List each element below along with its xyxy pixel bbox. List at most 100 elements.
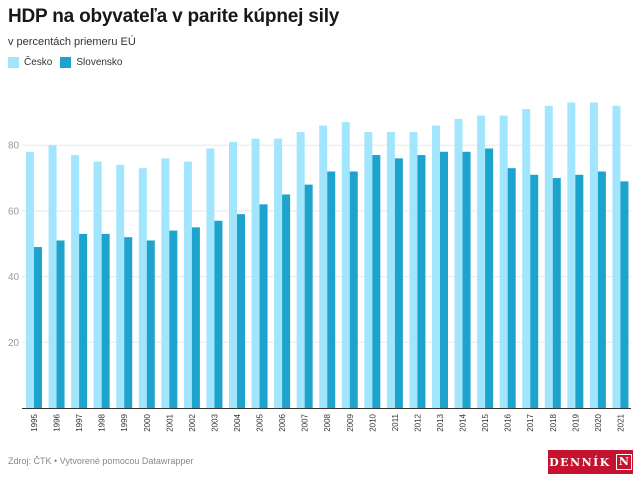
bar-slovensko-1998 [101, 233, 110, 408]
dennik-n-logo[interactable]: DENNÍK N [548, 450, 633, 474]
x-tick-label-1997: 1997 [75, 413, 84, 431]
y-tick-label-80: 80 [8, 141, 20, 152]
legend-item-slovensko: Slovensko [60, 57, 123, 68]
bar-slovensko-2000 [146, 240, 155, 408]
bar-cesko-2002 [183, 161, 192, 408]
bar-slovensko-2012 [417, 155, 426, 408]
bar-cesko-1997 [71, 155, 80, 408]
x-tick-label-1995: 1995 [30, 413, 39, 431]
bar-slovensko-2004 [237, 214, 245, 408]
bar-cesko-2006 [274, 138, 283, 408]
x-tick-label-2008: 2008 [323, 413, 332, 431]
x-tick-label-2017: 2017 [526, 413, 535, 431]
bar-slovensko-2003 [214, 220, 223, 408]
legend: Česko Slovensko [8, 57, 131, 68]
bar-cesko-1996 [48, 145, 57, 408]
x-tick-label-2001: 2001 [165, 413, 174, 431]
bar-slovensko-2016 [507, 168, 516, 408]
x-tick-label-2013: 2013 [436, 413, 445, 431]
bar-cesko-2007 [296, 132, 305, 408]
bar-cesko-2021 [612, 105, 621, 408]
legend-item-cesko: Česko [8, 57, 52, 68]
bar-cesko-1998 [93, 161, 102, 408]
bar-slovensko-2021 [620, 181, 629, 408]
x-tick-label-2012: 2012 [413, 413, 422, 431]
bar-slovensko-2007 [304, 184, 313, 408]
bar-cesko-1995 [26, 151, 34, 408]
bar-cesko-2011 [386, 132, 395, 408]
logo-text: DENNÍK [549, 455, 611, 469]
x-tick-label-2005: 2005 [256, 413, 265, 431]
bar-cesko-2004 [229, 141, 237, 409]
x-tick-label-2015: 2015 [481, 413, 490, 431]
bar-slovensko-1999 [124, 237, 133, 408]
bar-slovensko-2001 [169, 230, 178, 408]
x-tick-label-2000: 2000 [143, 413, 152, 431]
bar-cesko-2012 [409, 132, 418, 408]
bar-slovensko-2013 [440, 151, 448, 408]
legend-swatch-cesko [8, 57, 19, 68]
bar-slovensko-2010 [372, 155, 381, 408]
bar-cesko-2009 [341, 122, 350, 408]
x-tick-label-2021: 2021 [616, 413, 625, 431]
bar-slovensko-1996 [56, 240, 65, 408]
x-tick-label-2002: 2002 [188, 413, 197, 431]
bar-slovensko-2020 [597, 171, 606, 408]
bar-cesko-2015 [477, 115, 486, 408]
x-axis-ticks: 1995 1996 1997 1998 1999 2000 2001 2002 2003 2004… [30, 413, 625, 431]
x-tick-label-2019: 2019 [571, 413, 580, 431]
bar-cesko-2005 [251, 138, 260, 408]
bar-slovensko-2017 [530, 174, 539, 408]
bar-cesko-2000 [138, 168, 147, 408]
bar-slovensko-2019 [575, 174, 584, 408]
bar-cesko-2017 [522, 109, 531, 408]
x-tick-label-2014: 2014 [459, 413, 468, 431]
bar-slovensko-2014 [462, 151, 471, 408]
y-tick-label-60: 60 [8, 206, 20, 217]
bar-cesko-2016 [499, 115, 508, 408]
bar-cesko-1999 [116, 164, 125, 408]
bar-slovensko-2002 [191, 227, 200, 408]
bar-slovensko-1995 [34, 247, 42, 408]
bar-cesko-2013 [432, 125, 440, 409]
bar-cesko-2019 [567, 102, 576, 409]
y-tick-label-40: 40 [8, 272, 20, 283]
bars [26, 102, 629, 409]
x-tick-label-2020: 2020 [594, 413, 603, 431]
x-tick-label-1999: 1999 [120, 413, 129, 431]
legend-label-cesko: Česko [24, 57, 53, 68]
x-tick-label-2016: 2016 [504, 413, 513, 431]
x-tick-label-2011: 2011 [391, 413, 400, 431]
chart-subtitle: v percentách priemeru EÚ [8, 36, 136, 48]
logo-n-mark: N [615, 454, 632, 470]
bar-slovensko-2009 [349, 171, 358, 408]
bar-slovensko-2015 [485, 148, 494, 409]
bar-slovensko-2018 [552, 178, 561, 408]
legend-label-slovensko: Slovensko [76, 57, 123, 68]
bar-slovensko-2011 [394, 158, 403, 408]
chart-title: HDP na obyvateľa v parite kúpnej sily [8, 6, 340, 27]
bar-cesko-2001 [161, 158, 170, 408]
bar-cesko-2003 [206, 148, 215, 409]
x-tick-label-2007: 2007 [301, 413, 310, 431]
x-tick-label-2010: 2010 [368, 413, 377, 431]
bar-slovensko-2006 [282, 194, 291, 408]
x-tick-label-2018: 2018 [549, 413, 558, 431]
bar-slovensko-2005 [259, 204, 268, 408]
x-tick-label-2009: 2009 [346, 413, 355, 431]
bar-cesko-2008 [319, 125, 328, 409]
bar-slovensko-1997 [79, 233, 88, 408]
x-tick-label-2006: 2006 [278, 413, 287, 431]
bar-slovensko-2008 [327, 171, 336, 408]
legend-swatch-slovensko [60, 57, 72, 68]
y-axis-ticks: 20 40 60 80 [8, 141, 20, 349]
bar-cesko-2014 [454, 118, 463, 409]
x-tick-label-1996: 1996 [53, 413, 62, 431]
y-tick-label-20: 20 [8, 338, 20, 349]
x-tick-label-2003: 2003 [210, 413, 219, 431]
bar-cesko-2018 [544, 105, 553, 408]
source-note: Zdroj: ČTK • Vytvorené pomocou Datawrapp… [8, 456, 194, 466]
x-tick-label-1998: 1998 [98, 413, 107, 431]
x-tick-label-2004: 2004 [233, 413, 242, 431]
